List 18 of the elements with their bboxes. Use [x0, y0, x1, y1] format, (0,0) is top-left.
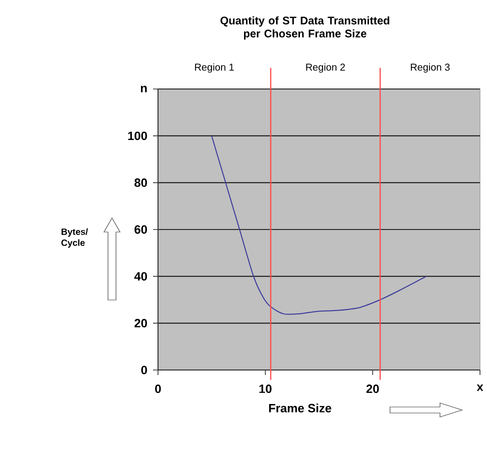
x-tick-label: 20: [366, 384, 379, 394]
text: Region 1: [195, 63, 234, 73]
y-tick-label: 20: [134, 318, 147, 328]
text: Region 3: [410, 63, 450, 73]
x-tick-label: x: [476, 384, 484, 391]
x-tick-label: 0: [155, 384, 161, 394]
chart-title: Quantity of ST Data Transmitted per Chosen Frame Size: [220, 16, 390, 40]
y-tick-label: n: [140, 86, 147, 92]
y-tick-label: 100: [128, 132, 147, 140]
y-axis-title: Bytes/ Cycle: [61, 228, 88, 248]
y-tick-label: 80: [134, 178, 147, 187]
y-tick-label: 60: [134, 225, 147, 234]
y-tick-label: 40: [134, 272, 147, 281]
line-series: [211, 135, 427, 315]
y-tick-label: 0: [141, 366, 147, 374]
text: Region 2: [306, 63, 345, 73]
x-tick-label: 10: [259, 384, 272, 394]
x-axis-title: Frame Size: [269, 404, 332, 412]
